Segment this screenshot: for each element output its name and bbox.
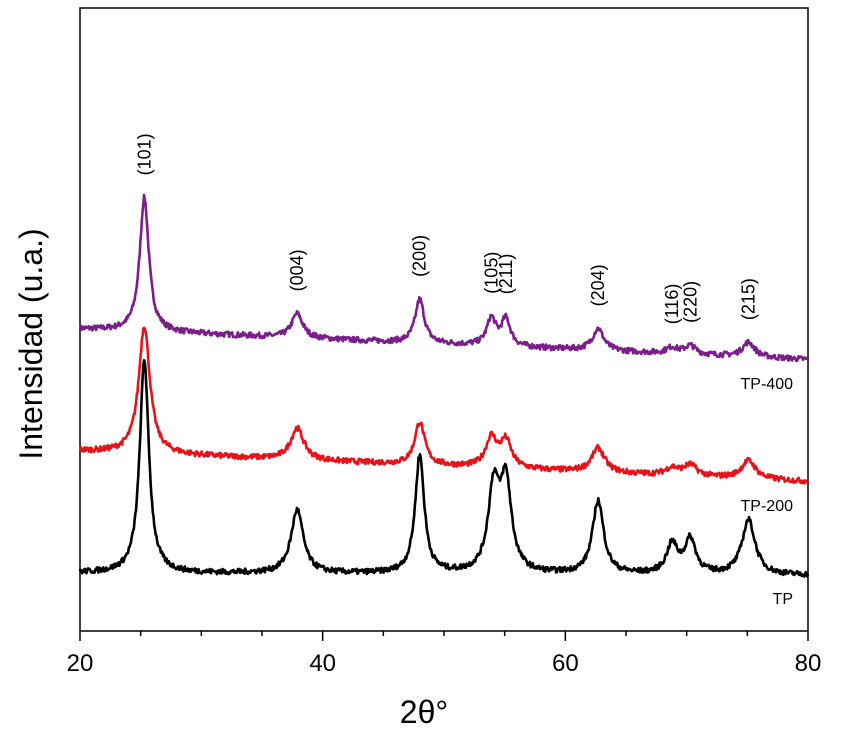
x-tick-label: 40 bbox=[309, 650, 336, 677]
series-line-tp-400 bbox=[78, 193, 809, 363]
series-line-tp-200 bbox=[78, 326, 809, 485]
peak-label: (215) bbox=[739, 278, 759, 320]
peak-label: (211) bbox=[496, 254, 516, 295]
series-line-tp bbox=[78, 359, 810, 578]
peak-label: (200) bbox=[410, 235, 430, 277]
peak-label: (101) bbox=[134, 133, 154, 175]
peak-label: (220) bbox=[680, 281, 700, 323]
x-tick-label: 20 bbox=[67, 650, 94, 677]
peak-label: (105) bbox=[481, 252, 501, 294]
y-axis-label: Intensidad (u.a.) bbox=[13, 228, 49, 459]
x-tick-label: 80 bbox=[795, 650, 822, 677]
series-label-tp-400: TP-400 bbox=[741, 376, 794, 393]
series-label-tp-200: TP-200 bbox=[741, 498, 794, 515]
series-label-tp: TP bbox=[773, 591, 793, 608]
x-axis-label: 2θ° bbox=[400, 694, 448, 730]
series-labels: TP-400 TP-200 TP bbox=[741, 376, 794, 608]
peak-label: (204) bbox=[588, 264, 608, 306]
peak-labels: (101) (004) (200) (105)(211) (204) (116)(220)… bbox=[134, 133, 758, 324]
peak-label: (004) bbox=[287, 249, 307, 291]
series-layer bbox=[78, 193, 810, 578]
peak-label: (116) bbox=[662, 284, 682, 325]
x-tick-label: 60 bbox=[552, 650, 579, 677]
x-axis-ticks: 20 40 60 80 bbox=[67, 631, 822, 677]
